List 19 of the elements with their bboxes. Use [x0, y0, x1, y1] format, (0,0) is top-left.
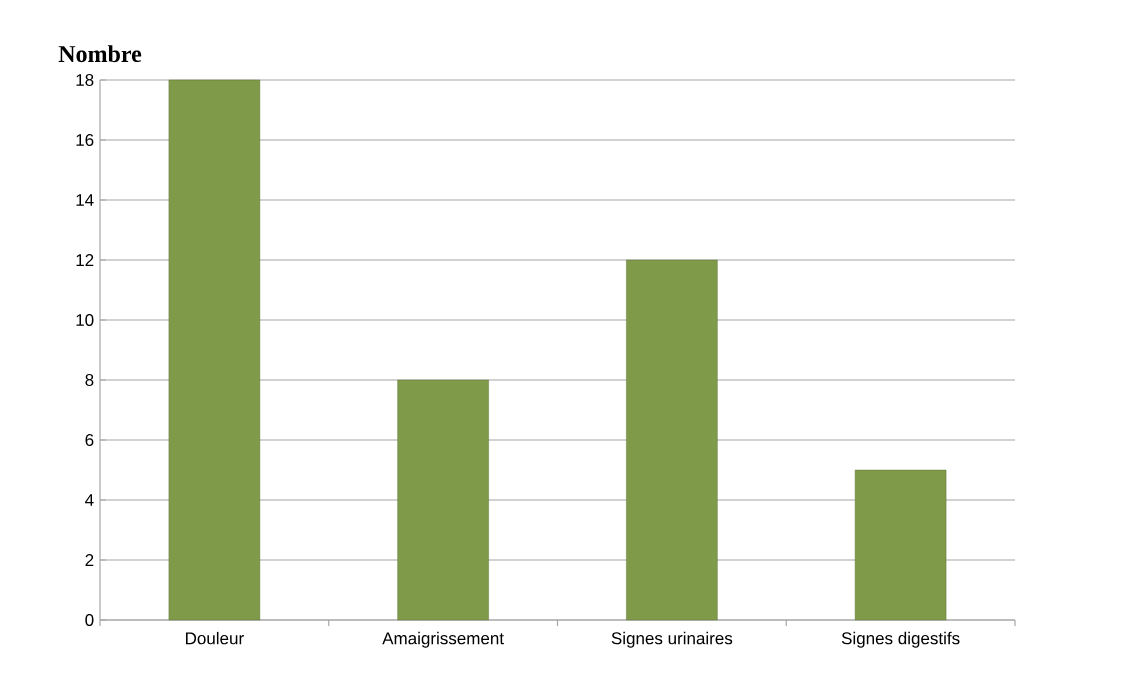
y-tick-label: 0: [85, 613, 94, 627]
bar: [397, 379, 489, 621]
y-tick-label: 8: [85, 373, 94, 387]
y-tick-label: 6: [85, 433, 94, 447]
y-tick-label: 16: [76, 133, 94, 147]
y-tick-label: 18: [76, 73, 94, 87]
x-tick-label: Signes urinaires: [611, 631, 733, 648]
y-tick-label: 2: [85, 554, 94, 566]
y-tick-label: 4: [85, 494, 94, 506]
y-tick-label: 10: [76, 313, 94, 327]
x-tick-label: Amaigrissement: [382, 631, 504, 648]
x-tick-label: Douleur: [186, 631, 244, 645]
y-axis-title: Nombre: [58, 45, 142, 63]
y-tick-label: 14: [76, 194, 94, 206]
y-tick-label: 12: [76, 254, 94, 266]
bar: [626, 259, 718, 621]
bar: [168, 79, 261, 621]
x-tick-label: Signes digestifs: [841, 631, 960, 648]
bar: [854, 469, 947, 621]
